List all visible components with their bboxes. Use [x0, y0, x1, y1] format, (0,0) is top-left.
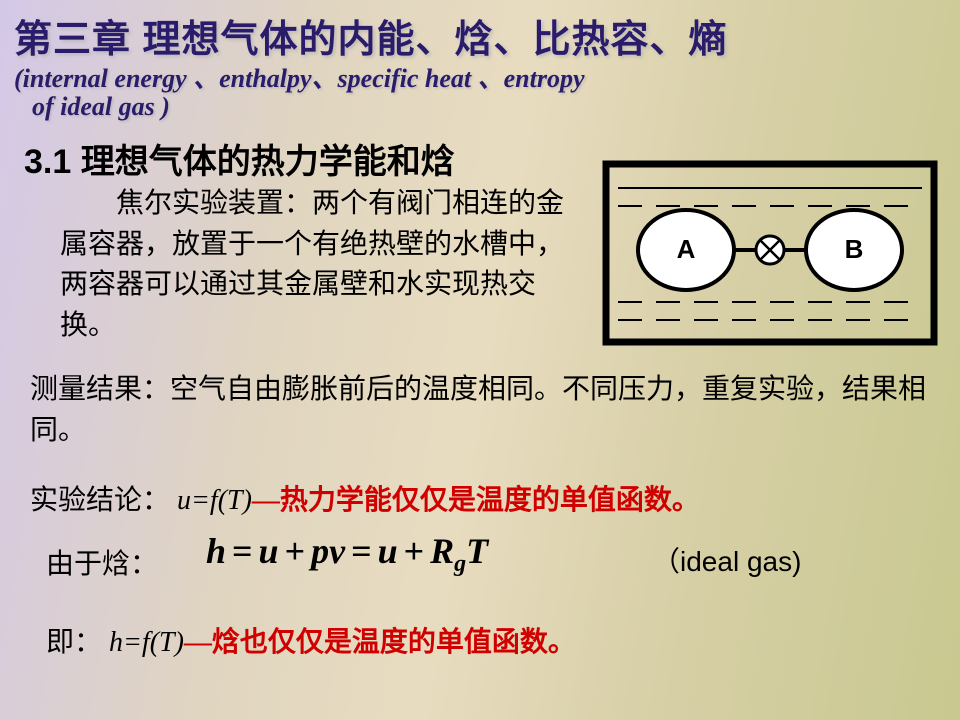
eq-plus1: +: [279, 531, 312, 571]
eq-T: T: [466, 531, 488, 571]
formula-u: u=f(T): [177, 485, 252, 516]
final-conclusion: 即： h=f(T)—焓也仅仅是温度的单值函数。: [46, 620, 576, 660]
eq-g: g: [454, 551, 466, 577]
chapter-subtitle-line2: of ideal gas ): [32, 92, 170, 122]
eq-plus2: +: [398, 531, 431, 571]
chapter-subtitle-line1: (internal energy 、enthalpy、specific heat…: [14, 58, 585, 95]
final-label: 即：: [46, 627, 102, 658]
eq-R: R: [430, 531, 454, 571]
section-name: 理想气体的热力学能和焓: [71, 143, 454, 181]
lparen: （: [652, 547, 680, 578]
vessel-b-label: B: [845, 234, 864, 264]
eq-h: h: [206, 531, 226, 571]
measurement-result: 测量结果：空气自由膨胀前后的温度相同。不同压力，重复实验，结果相同。: [30, 370, 930, 451]
ideal-gas-note: （ideal gas): [652, 540, 801, 580]
vessel-a-label: A: [677, 234, 696, 264]
section-heading: 3.1 理想气体的热力学能和焓: [24, 134, 455, 183]
apparatus-description: 焦尔实验装置：两个有阀门相连的金属容器，放置于一个有绝热壁的水槽中，两容器可以通…: [60, 184, 590, 346]
eq-u1: u: [259, 531, 279, 571]
joule-apparatus-diagram: A B: [600, 158, 940, 348]
eq-eq2: =: [345, 531, 378, 571]
chapter-title: 第三章 理想气体的内能、焓、比热容、熵: [14, 8, 728, 63]
experimental-conclusion: 实验结论： u=f(T)—热力学能仅仅是温度的单值函数。: [30, 478, 700, 518]
formula-h: h=f(T): [109, 627, 184, 658]
rparen: ): [792, 546, 801, 577]
final-text: 焓也仅仅是温度的单值函数。: [212, 627, 576, 658]
section-number: 3.1: [24, 143, 71, 181]
final-dash: —: [184, 627, 212, 658]
ideal-gas-text: ideal gas: [680, 546, 792, 577]
conclusion-label: 实验结论：: [30, 485, 170, 516]
enthalpy-equation: h=u+pv=u+RgT: [206, 530, 488, 578]
eq-p: p: [311, 531, 329, 571]
eq-eq1: =: [226, 531, 259, 571]
eq-u2: u: [378, 531, 398, 571]
eq-v: v: [329, 531, 345, 571]
conclusion-dash: —: [252, 485, 280, 516]
conclusion-text: 热力学能仅仅是温度的单值函数。: [280, 485, 700, 516]
enthalpy-label: 由于焓：: [46, 542, 158, 582]
